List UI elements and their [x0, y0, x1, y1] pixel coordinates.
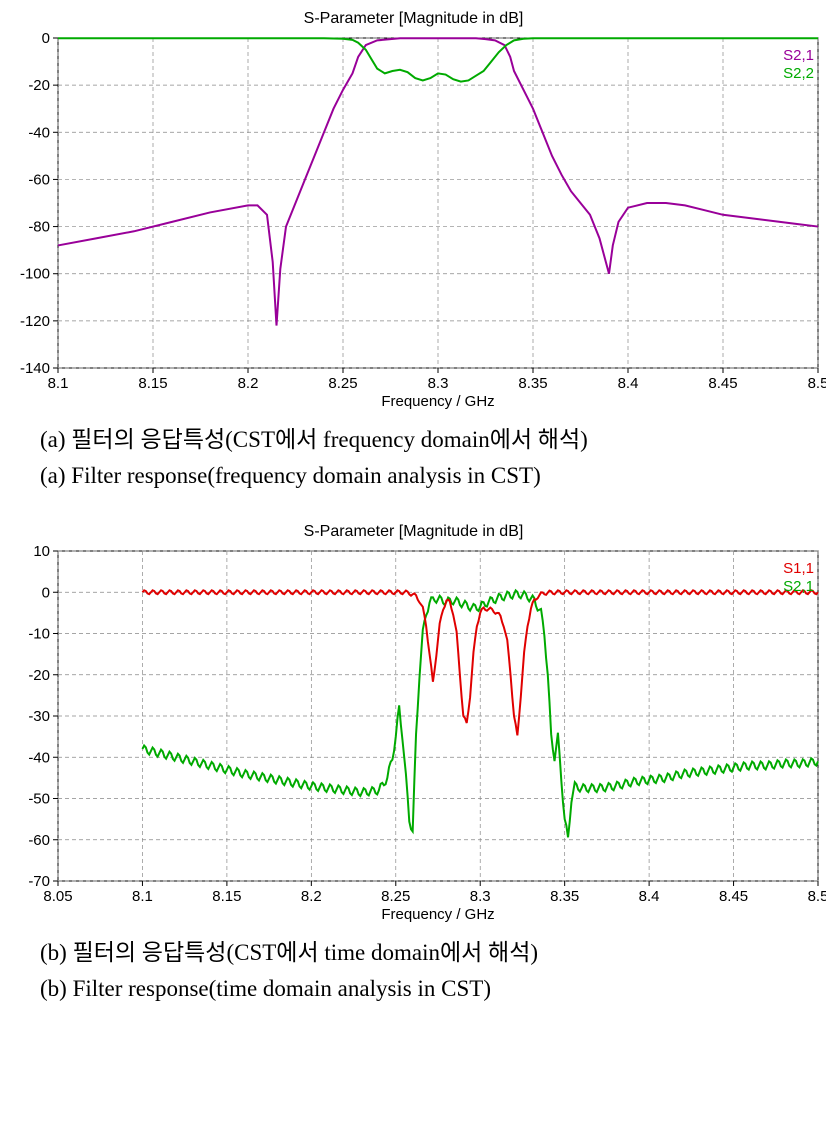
svg-text:-40: -40 — [28, 124, 50, 141]
svg-text:8.5: 8.5 — [808, 888, 826, 905]
caption-a: (a) 필터의 응답특성(CST에서 frequency domain에서 해석… — [40, 422, 817, 493]
chart-b-title: S-Parameter [Magnitude in dB] — [10, 523, 817, 541]
svg-text:-120: -120 — [20, 313, 50, 330]
caption-a-kr: (a) 필터의 응답특성(CST에서 frequency domain에서 해석… — [40, 422, 817, 458]
svg-text:8.35: 8.35 — [550, 888, 579, 905]
svg-text:S1,1: S1,1 — [783, 560, 814, 577]
svg-text:8.5: 8.5 — [808, 375, 826, 392]
svg-text:8.3: 8.3 — [470, 888, 491, 905]
svg-text:8.3: 8.3 — [428, 375, 449, 392]
svg-text:8.45: 8.45 — [719, 888, 748, 905]
chart-b: 8.05 8.1 8.15 8.2 8.25 8.3 8.35 8.4 8.45 8.5 10 0 -1… — [10, 543, 826, 923]
svg-text:8.15: 8.15 — [212, 888, 241, 905]
svg-text:-20: -20 — [28, 77, 50, 94]
svg-text:0: 0 — [42, 585, 50, 602]
svg-text:-140: -140 — [20, 360, 50, 377]
svg-text:Frequency / GHz: Frequency / GHz — [381, 906, 494, 923]
svg-text:-100: -100 — [20, 266, 50, 283]
svg-text:-80: -80 — [28, 219, 50, 236]
svg-text:-10: -10 — [28, 626, 50, 643]
svg-text:S2,1: S2,1 — [783, 47, 814, 64]
chart-a: 8.1 8.15 8.2 8.25 8.3 8.35 8.4 8.45 8.5 0 -20 -40 -6… — [10, 30, 826, 410]
svg-text:-60: -60 — [28, 832, 50, 849]
svg-text:8.4: 8.4 — [639, 888, 660, 905]
svg-text:8.2: 8.2 — [301, 888, 322, 905]
svg-text:0: 0 — [42, 30, 50, 47]
svg-text:-40: -40 — [28, 750, 50, 767]
figure-b: S-Parameter [Magnitude in dB] 8.05 8.1 8.1… — [10, 523, 817, 1006]
svg-text:S2,2: S2,2 — [783, 65, 814, 82]
caption-b-en: (b) Filter response(time domain analysis… — [40, 971, 817, 1007]
svg-text:-50: -50 — [28, 791, 50, 808]
caption-b: (b) 필터의 응답특성(CST에서 time domain에서 해석) (b)… — [40, 935, 817, 1006]
svg-text:8.25: 8.25 — [328, 375, 357, 392]
caption-a-en: (a) Filter response(frequency domain ana… — [40, 458, 817, 494]
svg-text:-70: -70 — [28, 873, 50, 890]
svg-text:8.2: 8.2 — [238, 375, 259, 392]
svg-text:Frequency / GHz: Frequency / GHz — [381, 393, 494, 410]
svg-text:-60: -60 — [28, 171, 50, 188]
chart-a-title: S-Parameter [Magnitude in dB] — [10, 10, 817, 28]
svg-text:10: 10 — [33, 543, 50, 560]
svg-text:8.15: 8.15 — [138, 375, 167, 392]
svg-text:8.05: 8.05 — [43, 888, 72, 905]
caption-b-kr: (b) 필터의 응답특성(CST에서 time domain에서 해석) — [40, 935, 817, 971]
svg-text:8.45: 8.45 — [708, 375, 737, 392]
svg-text:8.25: 8.25 — [381, 888, 410, 905]
svg-text:8.1: 8.1 — [48, 375, 69, 392]
svg-text:-20: -20 — [28, 667, 50, 684]
figure-a: S-Parameter [Magnitude in dB] 8.1 8.15 8.2… — [10, 10, 817, 493]
svg-text:S2,1: S2,1 — [783, 578, 814, 595]
svg-text:8.1: 8.1 — [132, 888, 153, 905]
svg-text:8.4: 8.4 — [618, 375, 639, 392]
svg-text:8.35: 8.35 — [518, 375, 547, 392]
svg-text:-30: -30 — [28, 708, 50, 725]
